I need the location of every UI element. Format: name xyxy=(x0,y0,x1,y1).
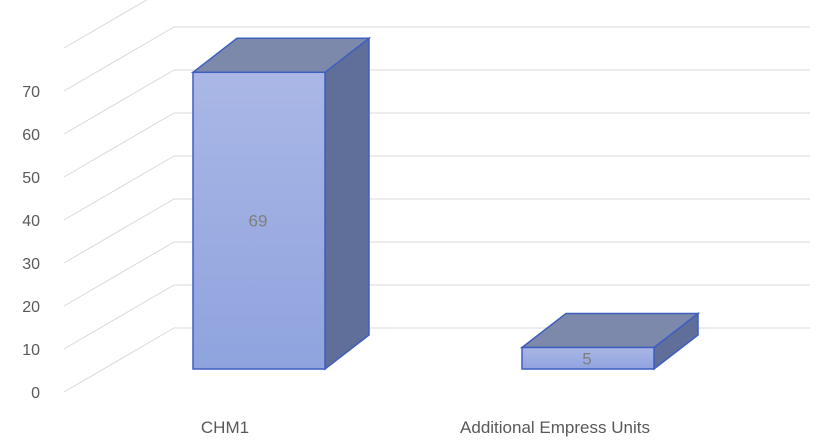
gridline-diagonal xyxy=(63,69,175,135)
y-tick-label: 20 xyxy=(22,299,40,316)
y-tick-label: 10 xyxy=(22,342,40,359)
bar-2 xyxy=(519,311,701,371)
y-tick-label: 60 xyxy=(22,127,40,144)
gridline-diagonal xyxy=(63,0,148,49)
data-label: 69 xyxy=(249,212,268,231)
y-tick-label: 40 xyxy=(22,213,40,230)
y-tick-label: 50 xyxy=(22,170,40,187)
gridline-diagonal xyxy=(63,26,175,92)
y-tick-label: 30 xyxy=(22,256,40,273)
bar-front-face xyxy=(192,71,326,370)
bars xyxy=(190,36,701,371)
y-tick-label: 70 xyxy=(22,84,40,101)
gridline-diagonal xyxy=(63,198,175,264)
category-label: CHM1 xyxy=(201,418,249,437)
data-label: 5 xyxy=(582,349,591,368)
bar-1 xyxy=(190,36,372,371)
gridline-diagonal xyxy=(63,327,175,393)
bar-side-face xyxy=(324,36,370,371)
gridline-diagonal xyxy=(63,284,175,350)
gridline-diagonal xyxy=(63,112,175,178)
x-axis-category-labels: CHM1 Additional Empress Units xyxy=(201,418,650,437)
y-axis-tick-labels: 0 10 20 30 40 50 60 70 xyxy=(22,84,40,402)
data-labels: 69 5 xyxy=(249,212,592,369)
y-tick-label: 0 xyxy=(31,385,40,402)
gridline-diagonal xyxy=(63,241,175,307)
gridline-diagonal xyxy=(63,155,175,221)
bar-front-face xyxy=(521,346,655,370)
category-label: Additional Empress Units xyxy=(460,418,650,437)
